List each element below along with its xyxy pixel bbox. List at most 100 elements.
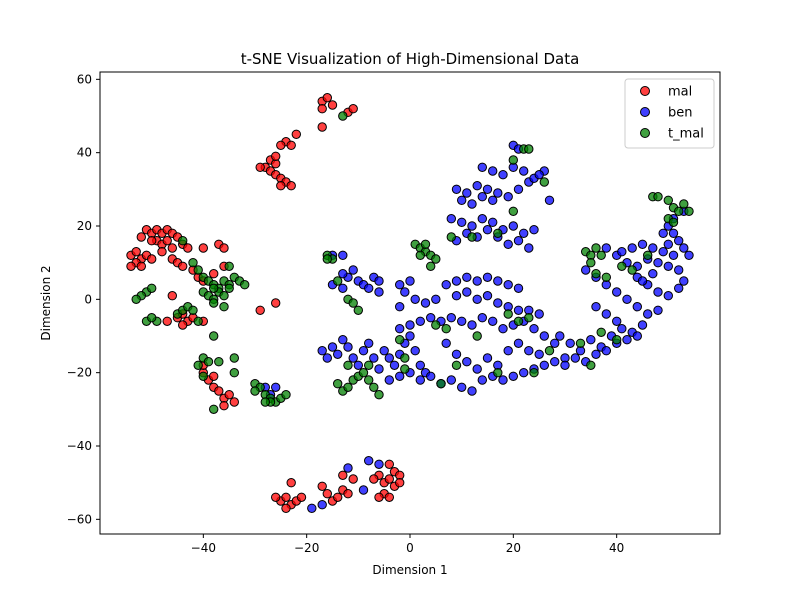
point-t_mal [209,283,219,293]
point-t_mal [358,368,369,378]
point-ben [451,291,462,301]
point-t_mal [467,232,477,242]
y-tick-label: 0 [84,292,92,306]
point-mal [271,492,281,502]
point-ben [462,357,472,367]
point-ben [446,375,456,385]
series-ben [260,140,694,513]
point-t_mal [193,316,203,326]
point-t_mal [400,353,410,363]
y-tick-label: −60 [67,512,92,526]
point-t_mal [178,236,188,246]
point-t_mal [131,294,141,304]
point-ben [653,258,663,268]
point-ben [679,243,689,253]
point-mal [136,261,147,271]
point-ben [317,500,327,510]
point-t_mal [441,324,451,334]
point-ben [467,199,477,209]
point-ben [467,320,477,330]
point-ben [493,298,503,308]
point-mal [343,489,353,499]
point-t_mal [431,320,441,330]
point-ben [534,170,544,180]
point-mal [162,316,172,326]
point-ben [327,342,338,352]
point-ben [493,276,503,286]
point-mal [219,401,229,411]
point-mal [286,478,296,488]
point-ben [451,276,462,286]
point-ben [503,280,513,290]
y-tick-label: −40 [67,439,92,453]
point-ben [658,247,668,257]
point-t_mal [493,368,503,378]
x-axis: −40 −20 0 20 40 [191,534,624,555]
point-ben [663,261,673,271]
point-t_mal [209,298,219,308]
point-ben [457,195,467,206]
point-t_mal [240,280,250,290]
point-t_mal [198,371,209,381]
point-ben [658,228,668,239]
point-ben [632,331,642,341]
legend: mal ben t_mal [624,78,715,149]
point-ben [426,371,436,381]
point-ben [544,195,555,206]
point-mal [348,474,358,484]
point-t_mal [193,360,203,370]
point-t_mal [674,206,684,217]
point-ben [374,287,384,297]
point-ben [389,360,400,370]
point-t_mal [684,206,694,217]
point-mal [229,397,240,407]
point-ben [529,225,539,235]
point-ben [477,375,487,385]
point-mal [271,151,281,162]
point-ben [570,353,580,363]
legend-label-ben: ben [668,106,693,121]
point-ben [348,353,358,363]
point-ben [643,309,653,319]
point-t_mal [281,390,291,400]
point-ben [586,335,596,345]
point-ben [617,247,627,257]
point-ben [338,250,348,261]
point-ben [488,166,498,176]
point-t_mal [364,375,374,385]
point-ben [441,280,451,290]
point-ben [395,302,405,312]
point-ben [663,239,673,250]
point-ben [353,360,363,370]
legend-marker-mal [640,86,650,96]
point-mal [317,122,327,132]
point-ben [395,371,405,381]
point-ben [446,214,456,224]
point-ben [472,294,482,304]
point-mal [384,474,394,484]
point-t_mal [420,239,431,250]
point-ben [488,217,498,228]
point-mal [296,492,307,502]
point-ben [513,338,524,348]
point-t_mal [147,283,157,293]
point-ben [508,221,518,231]
point-t_mal [229,368,240,378]
point-t_mal [617,261,627,271]
point-ben [451,184,462,195]
point-ben [617,324,627,334]
point-mal [281,503,291,513]
point-mal [198,243,209,253]
point-ben [601,346,611,356]
point-mal [291,129,301,140]
point-ben [457,382,467,392]
point-ben [498,375,508,385]
point-ben [462,188,472,198]
point-ben [674,265,684,275]
point-ben [529,324,539,334]
point-mal [322,489,332,499]
point-t_mal [338,111,348,121]
point-t_mal [586,360,596,370]
point-ben [482,225,493,235]
point-t_mal [348,298,358,308]
